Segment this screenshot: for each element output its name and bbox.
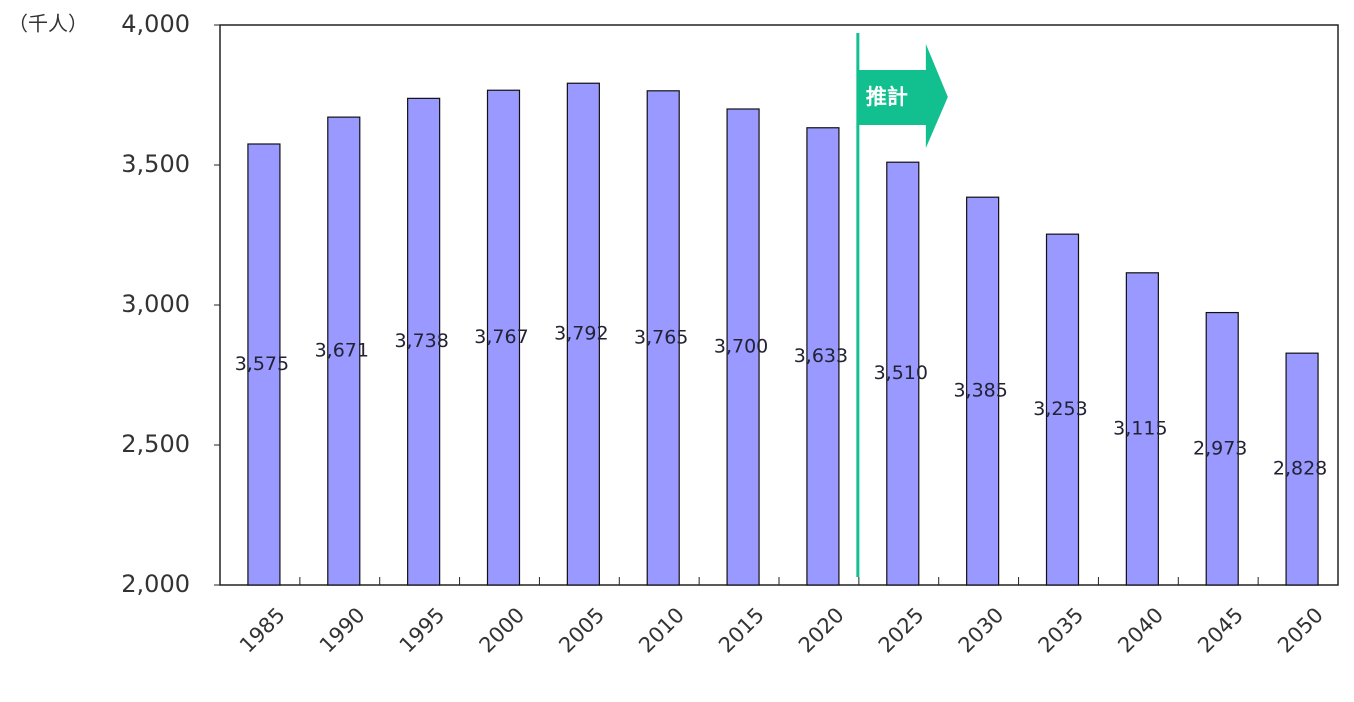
- x-tick-label: 1995: [395, 603, 450, 658]
- bar: [1045, 233, 1080, 586]
- x-tick-label: 2025: [874, 603, 929, 658]
- value-label: 3,633: [794, 345, 848, 367]
- bar: [806, 127, 840, 586]
- x-tick-label: 2050: [1273, 603, 1328, 658]
- plot-frame: [219, 24, 1339, 586]
- x-tick-label: 2045: [1193, 603, 1248, 658]
- value-label: 3,765: [634, 326, 688, 348]
- x-tick-label: 2030: [954, 603, 1009, 658]
- y-tick-label: 2,500: [121, 430, 190, 458]
- annotation-arrow: [857, 44, 948, 148]
- annotation-text: 推計: [866, 85, 908, 109]
- value-label: 3,510: [874, 362, 928, 384]
- x-tick-label: 2020: [794, 603, 849, 658]
- x-tick-label: 2000: [475, 603, 530, 658]
- value-label: 3,115: [1113, 417, 1167, 439]
- x-tick-label: 2040: [1113, 603, 1168, 658]
- x-tick-label: 2035: [1034, 603, 1089, 658]
- value-label: 3,738: [394, 330, 448, 352]
- bar: [327, 116, 361, 586]
- bar: [1205, 311, 1239, 586]
- value-label: 3,575: [235, 353, 289, 375]
- bar: [726, 108, 760, 586]
- x-tick-label: 2005: [554, 603, 609, 658]
- bar: [407, 97, 441, 586]
- y-tick-label: 3,500: [121, 150, 190, 178]
- bar: [1125, 272, 1159, 586]
- value-label: 3,767: [474, 326, 528, 348]
- value-label: 3,253: [1033, 398, 1087, 420]
- bar: [1285, 352, 1319, 586]
- bar: [646, 90, 680, 586]
- y-axis-label: （千人）: [8, 12, 88, 36]
- bar: [566, 82, 600, 586]
- y-tick-label: 3,000: [121, 290, 190, 318]
- x-tick-label: 2010: [634, 603, 689, 658]
- value-label: 3,792: [554, 323, 608, 345]
- value-label: 2,828: [1273, 458, 1327, 480]
- bar: [966, 196, 1000, 586]
- x-tick-label: 1990: [315, 603, 370, 658]
- y-tick-label: 2,000: [121, 570, 190, 598]
- bar: [886, 161, 920, 586]
- value-label: 3,385: [953, 380, 1007, 402]
- value-label: 3,671: [315, 340, 369, 362]
- bar: [247, 143, 281, 586]
- y-tick-label: 4,000: [121, 10, 190, 38]
- value-label: 2,973: [1193, 437, 1247, 459]
- x-tick-label: 2015: [714, 603, 769, 658]
- bar: [486, 89, 521, 586]
- value-label: 3,700: [714, 336, 768, 358]
- x-tick-label: 1985: [235, 603, 290, 658]
